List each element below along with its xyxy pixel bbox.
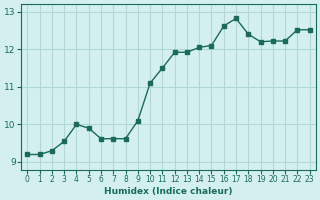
X-axis label: Humidex (Indice chaleur): Humidex (Indice chaleur) (104, 187, 233, 196)
